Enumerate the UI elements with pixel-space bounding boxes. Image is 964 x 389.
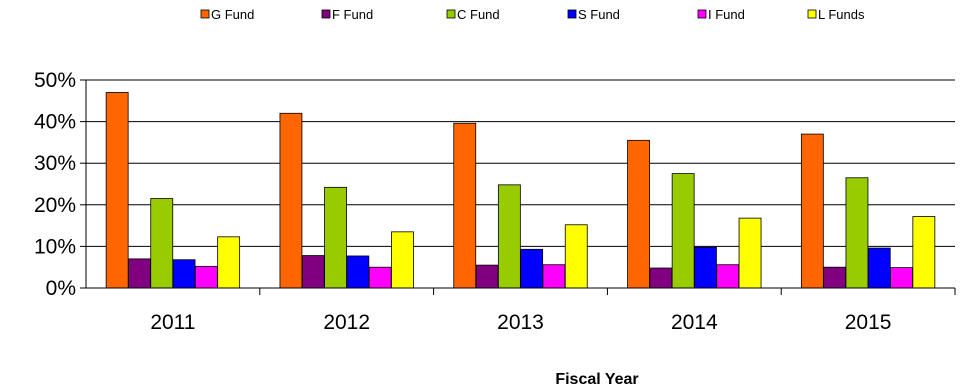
legend-swatch (321, 9, 331, 19)
bar-c-fund-2011 (150, 198, 174, 289)
bar-l-funds-2013 (564, 224, 588, 289)
y-tick-label: 30% (34, 152, 76, 175)
legend-item-g-fund: G Fund (200, 7, 254, 22)
x-tick-label: 2011 (150, 311, 195, 334)
legend-swatch (446, 9, 456, 19)
bar-i-fund-2011 (194, 265, 218, 289)
bar-g-fund-2015 (800, 133, 824, 289)
bar-f-fund-2011 (128, 258, 151, 289)
legend-swatch (567, 9, 577, 19)
y-tick-label: 50% (34, 69, 76, 92)
legend-item-f-fund: F Fund (321, 7, 373, 22)
bar-s-fund-2015 (867, 247, 891, 289)
bar-s-fund-2013 (520, 248, 544, 289)
y-tick-label: 20% (34, 194, 76, 217)
bars (105, 92, 936, 289)
legend-label: L Funds (818, 7, 865, 22)
legend-label: C Fund (457, 7, 500, 22)
bar-s-fund-2012 (346, 255, 370, 289)
x-tick-label: 2012 (323, 311, 370, 334)
legend-swatch (697, 9, 707, 19)
bar-f-fund-2013 (475, 264, 499, 289)
bar-i-fund-2013 (542, 264, 566, 289)
bar-l-funds-2015 (912, 216, 936, 289)
bar-g-fund-2014 (627, 139, 650, 289)
legend-label: I Fund (708, 7, 745, 22)
axes (80, 79, 956, 295)
bar-l-funds-2011 (217, 236, 241, 289)
legend-item-i-fund: I Fund (697, 7, 745, 22)
legend-label: G Fund (211, 7, 254, 22)
bar-c-fund-2012 (324, 186, 347, 289)
bar-i-fund-2014 (716, 264, 740, 289)
legend-label: S Fund (578, 7, 620, 22)
y-tick-label: 0% (46, 277, 76, 300)
x-tick-label: 2013 (497, 311, 544, 334)
x-tick-labels: 2011 2012 2013 2014 2015 (150, 311, 891, 334)
x-tick-label: 2014 (671, 311, 718, 334)
legend-item-l-funds: L Funds (807, 7, 865, 22)
bar-c-fund-2015 (845, 177, 869, 289)
bar-i-fund-2012 (368, 266, 392, 289)
bar-l-funds-2014 (738, 217, 762, 289)
legend-swatch (807, 9, 817, 19)
bar-f-fund-2014 (649, 267, 673, 289)
legend-label: F Fund (332, 7, 373, 22)
bar-g-fund-2013 (453, 122, 477, 289)
bar-l-funds-2012 (391, 231, 414, 289)
bar-i-fund-2015 (890, 267, 913, 289)
bar-s-fund-2014 (694, 246, 717, 289)
y-tick-label: 40% (34, 111, 76, 134)
bar-f-fund-2012 (301, 255, 325, 289)
bar-g-fund-2012 (279, 112, 303, 289)
x-tick-label: 2015 (845, 311, 892, 334)
y-tick-label: 10% (34, 235, 76, 258)
legend-item-s-fund: S Fund (567, 7, 620, 22)
legend-swatch (200, 9, 210, 19)
bar-f-fund-2015 (823, 266, 847, 289)
bar-s-fund-2011 (172, 259, 196, 289)
bar-c-fund-2014 (671, 173, 695, 289)
legend: G Fund F Fund C Fund S Fund I Fund L Funds (200, 7, 865, 22)
legend-item-c-fund: C Fund (446, 7, 500, 22)
y-tick-labels: 0% 10% 20% 30% 40% 50% (34, 69, 76, 300)
x-axis-title: Fiscal Year (555, 371, 638, 388)
bar-c-fund-2013 (497, 184, 521, 289)
bar-g-fund-2011 (105, 92, 129, 289)
